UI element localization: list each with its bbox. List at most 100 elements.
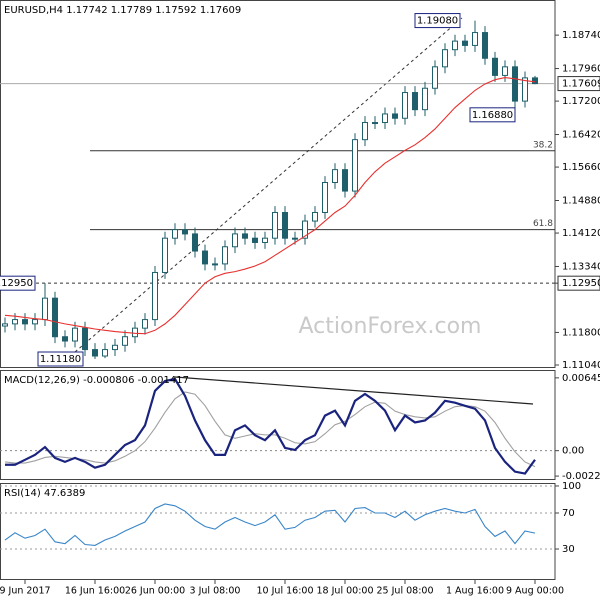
y-tick-label: 1.18740 [562, 30, 600, 41]
x-tick-label: 1 Aug 16:00 [446, 586, 504, 597]
y-tick-label: 1.11800 [562, 327, 600, 338]
y-tick-label: 1.15660 [562, 162, 600, 173]
title-open: 1.17742 [66, 5, 107, 16]
y-tick-label: 1.14880 [562, 195, 600, 206]
title-high: 1.17789 [111, 5, 152, 16]
annotation-box [469, 107, 516, 123]
series-line [4, 76, 536, 335]
chart-title: MACD(12,26,9) -0.000806 -0.001417 [4, 375, 189, 386]
watermark: ActionForex.com [299, 314, 482, 339]
y-tick-label: 0.00 [562, 446, 584, 457]
candle-body [512, 66, 518, 102]
candle-body [532, 77, 538, 85]
candle-body [212, 263, 218, 266]
candle-body [112, 344, 118, 351]
candle-body [202, 250, 208, 265]
fib-label: 61.8 [533, 219, 553, 229]
candle-body [402, 92, 408, 119]
trend-line [74, 17, 463, 353]
candle-body [92, 349, 98, 357]
candle-body [22, 319, 28, 325]
candle-body [462, 40, 468, 46]
candle-body [502, 66, 508, 76]
candle-body [72, 327, 78, 342]
candle-body [392, 113, 398, 119]
candle-body [242, 233, 248, 239]
candle-body [322, 182, 328, 213]
y-tick-label: -0.002252 [562, 471, 600, 482]
candle-body [52, 297, 58, 338]
candle-body [42, 297, 48, 321]
x-tick-label: 9 Aug 00:00 [506, 586, 564, 597]
candle-body [432, 66, 438, 89]
candle-body [472, 32, 478, 46]
support-box [0, 275, 36, 291]
candle-body [2, 323, 8, 327]
x-tick-label: 10 Jul 16:00 [257, 586, 314, 597]
title-close: 1.17609 [200, 5, 241, 16]
annotation-label: 1.11180 [40, 354, 81, 365]
candle-body [182, 229, 188, 235]
candle-body [162, 237, 168, 273]
y-tick-label: 1.14120 [562, 228, 600, 239]
x-tick-label: 26 Jun 00:00 [125, 586, 185, 597]
candle-body [102, 349, 108, 357]
y-tick-label: 30 [562, 544, 575, 555]
x-tick-label: 25 Jul 08:00 [377, 586, 434, 597]
y-tick-label: 1.13340 [562, 261, 600, 272]
candle-body [292, 237, 298, 240]
chart-title: EURUSD,H4 1.17742 1.17789 1.17592 1.1760… [4, 5, 241, 16]
candle-body [412, 92, 418, 111]
title-name: RSI(14) [4, 488, 41, 499]
candle-body [362, 122, 368, 141]
y-tick-label: 0.006454 [562, 373, 600, 384]
candle-body [252, 237, 258, 243]
candle-body [32, 319, 38, 325]
candle-body [192, 233, 198, 252]
candle-body [172, 229, 178, 239]
candle-body [262, 237, 268, 243]
y-tick-label: 100 [562, 481, 581, 492]
candle-body [282, 211, 288, 239]
support-label: 1.12950 [0, 278, 33, 289]
candle-body [372, 122, 378, 125]
candle-body [132, 327, 138, 338]
annotation-box [37, 351, 84, 367]
candle-body [222, 246, 228, 265]
x-tick-label: 16 Jun 16:00 [65, 586, 125, 597]
y-tick-label: 1.16420 [562, 130, 600, 141]
candle-body [312, 211, 318, 222]
x-tick-label: 9 Jun 2017 [0, 586, 51, 597]
title-symbol: EURUSD,H4 [4, 5, 63, 16]
annotation-box [414, 13, 461, 29]
panel-frame [0, 483, 556, 580]
y-tick-label: 1.12950 [562, 278, 600, 289]
y-tick-label: 1.11040 [562, 360, 600, 371]
candle-body [452, 40, 458, 51]
candle-body [492, 57, 498, 76]
annotation-label: 1.19080 [417, 16, 458, 27]
candle-body [422, 87, 428, 111]
candle-body [12, 319, 18, 325]
candle-body [152, 271, 158, 321]
fib-label: 38.2 [533, 140, 553, 150]
series-line [5, 377, 536, 475]
candle-body [382, 113, 388, 124]
candle-body [82, 327, 88, 351]
candle-body [302, 220, 308, 239]
x-tick-label: 18 Jul 00:00 [317, 586, 374, 597]
title-name: MACD(12,26,9) [4, 375, 80, 386]
candle-body [122, 336, 128, 346]
candle-body [272, 211, 278, 239]
title-low: 1.17592 [155, 5, 196, 16]
last-price-label: 1.17609 [562, 79, 600, 90]
annotation-label: 1.16880 [472, 110, 513, 121]
y-tick-label: 1.17200 [562, 96, 600, 107]
y-tick-label: 70 [562, 508, 575, 519]
candle-body [62, 336, 68, 342]
candle-body [232, 233, 238, 248]
chart-title: RSI(14) 47.6389 [4, 488, 85, 499]
candle-body [352, 139, 358, 192]
